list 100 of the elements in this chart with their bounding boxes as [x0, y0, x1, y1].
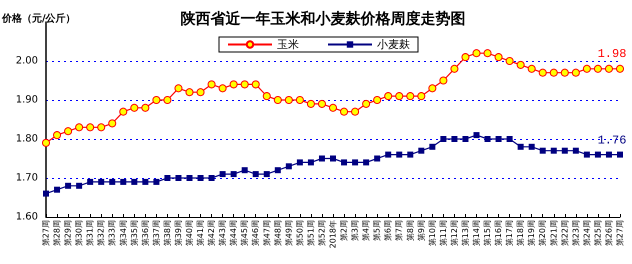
point — [141, 104, 150, 112]
point — [429, 144, 436, 150]
point — [42, 138, 50, 147]
point — [152, 96, 160, 104]
legend-label: 玉米 — [277, 38, 299, 51]
point — [175, 175, 182, 181]
x-tick-label: 第27周 — [616, 220, 624, 246]
point — [494, 53, 503, 62]
legend-label: 小麦麸 — [377, 38, 410, 51]
point — [451, 136, 458, 142]
x-tick-label: 第50周 — [295, 220, 304, 246]
point — [274, 167, 281, 174]
point — [174, 84, 182, 92]
point — [461, 53, 470, 62]
data-label: 1.98 — [598, 46, 626, 61]
point — [109, 178, 116, 185]
point — [296, 159, 303, 166]
x-tick-label: 第47周 — [262, 220, 272, 246]
point — [417, 92, 426, 100]
x-tick-label: 第15周 — [483, 220, 492, 246]
point — [130, 104, 138, 112]
y-axis-title: 价格（元/公斤） — [1, 12, 76, 24]
x-tick-label: 第29周 — [64, 220, 73, 246]
point — [98, 178, 104, 185]
x-tick-label: 第41周 — [196, 220, 206, 246]
point — [484, 49, 492, 58]
x-tick-label: 第11周 — [438, 220, 448, 246]
point — [108, 119, 116, 128]
y-tick-label: 1.70 — [16, 172, 38, 184]
chart-title: 陕西省近一年玉米和小麦麸价格周度走势图 — [180, 10, 466, 28]
x-tick-label: 2018年 — [328, 220, 338, 248]
x-tick-label: 第46周 — [251, 220, 260, 246]
y-tick-label: 1.60 — [16, 212, 38, 222]
point — [131, 178, 138, 185]
x-tick-label: 第37周 — [152, 220, 161, 246]
point — [64, 127, 72, 136]
point — [428, 84, 436, 92]
x-tick-label: 第38周 — [162, 220, 172, 246]
point — [340, 108, 348, 116]
point — [242, 167, 248, 174]
point — [506, 136, 513, 142]
x-tick-label: 第18周 — [516, 220, 526, 246]
point — [594, 64, 602, 73]
point — [87, 178, 94, 185]
y-tick-label: 1.90 — [16, 94, 38, 106]
x-tick-label: 第22周 — [560, 220, 570, 246]
point — [65, 182, 72, 189]
point — [582, 64, 591, 73]
x-tick-label: 第28周 — [52, 220, 62, 246]
x-tick-label: 第19周 — [527, 220, 536, 246]
point — [362, 100, 370, 108]
point — [572, 68, 580, 77]
point — [220, 171, 226, 178]
point — [153, 178, 160, 185]
point — [439, 76, 448, 84]
point — [363, 159, 370, 166]
x-tick-label: 第51周 — [306, 220, 316, 246]
point — [395, 92, 404, 100]
point — [584, 152, 590, 158]
point — [540, 148, 546, 154]
x-tick-label: 第12周 — [450, 220, 459, 246]
point — [330, 156, 336, 162]
x-tick-label: 第26周 — [604, 220, 614, 246]
point — [562, 148, 568, 154]
point — [528, 64, 536, 73]
point — [76, 182, 82, 189]
point — [296, 96, 304, 104]
x-tick-label: 第14周 — [472, 220, 481, 246]
point — [208, 80, 216, 88]
point — [374, 156, 380, 162]
y-tick-label: 2.00 — [16, 56, 38, 66]
point — [252, 171, 259, 178]
point — [594, 152, 601, 158]
x-tick-label: 第42周 — [207, 220, 216, 246]
point — [550, 148, 557, 154]
point — [120, 178, 126, 185]
x-tick-label: 第23周 — [571, 220, 580, 246]
x-tick-label: 第7周 — [394, 220, 404, 242]
x-tick-label: 第30周 — [74, 220, 84, 246]
point — [286, 163, 292, 170]
x-tick-label: 第35周 — [130, 220, 139, 246]
x-tick-label: 第4周 — [362, 220, 371, 242]
point — [43, 190, 49, 197]
point — [186, 88, 194, 96]
x-tick-label: 第27周 — [42, 220, 50, 246]
point — [196, 88, 205, 96]
x-tick-label: 第2周 — [340, 220, 349, 242]
point — [218, 84, 227, 92]
point — [373, 96, 382, 104]
x-tick-label: 第16周 — [494, 220, 504, 246]
point — [528, 144, 535, 150]
x-tick-label: 第49周 — [284, 220, 294, 246]
point — [306, 100, 315, 108]
point — [341, 159, 348, 166]
point — [407, 152, 414, 158]
point — [264, 171, 270, 178]
point — [560, 68, 569, 77]
point — [262, 92, 271, 100]
point — [318, 156, 325, 162]
point — [606, 152, 612, 158]
